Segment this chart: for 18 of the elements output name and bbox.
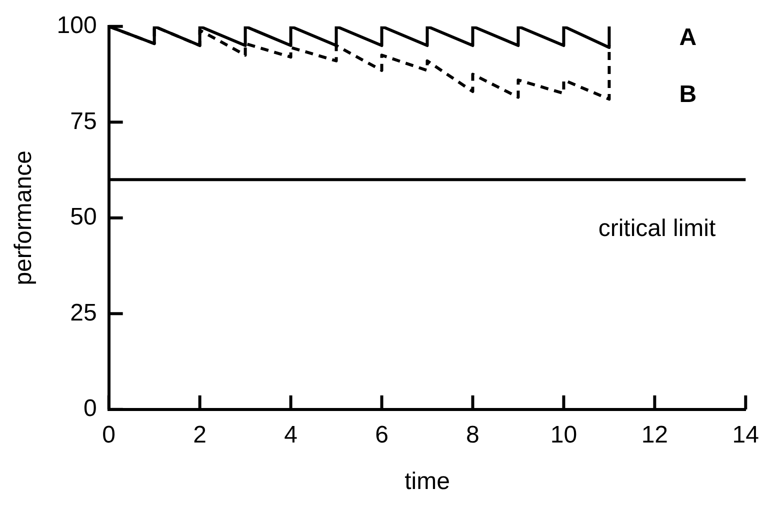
x-tick-label: 8: [466, 421, 480, 448]
y-tick-label: 0: [83, 395, 97, 422]
y-tick-label: 100: [56, 12, 97, 40]
text: A: [679, 24, 697, 52]
x-tick-label: 4: [284, 421, 298, 448]
x-tick-label: 14: [732, 421, 760, 448]
y-axis-title: performance: [10, 150, 38, 286]
y-tick-label: 25: [70, 299, 97, 326]
x-tick-label: 12: [641, 421, 668, 448]
x-axis-title: time: [404, 468, 450, 496]
x-tick-label: 6: [375, 421, 388, 448]
ref-line-label: critical limit: [598, 215, 716, 242]
x-tick-label: 10: [550, 421, 578, 448]
y-tick-label: 75: [70, 108, 97, 135]
y-tick-label: 50: [70, 204, 97, 231]
text: B: [679, 80, 697, 108]
x-tick-label: 2: [193, 421, 206, 448]
x-tick-label: 0: [102, 421, 116, 448]
